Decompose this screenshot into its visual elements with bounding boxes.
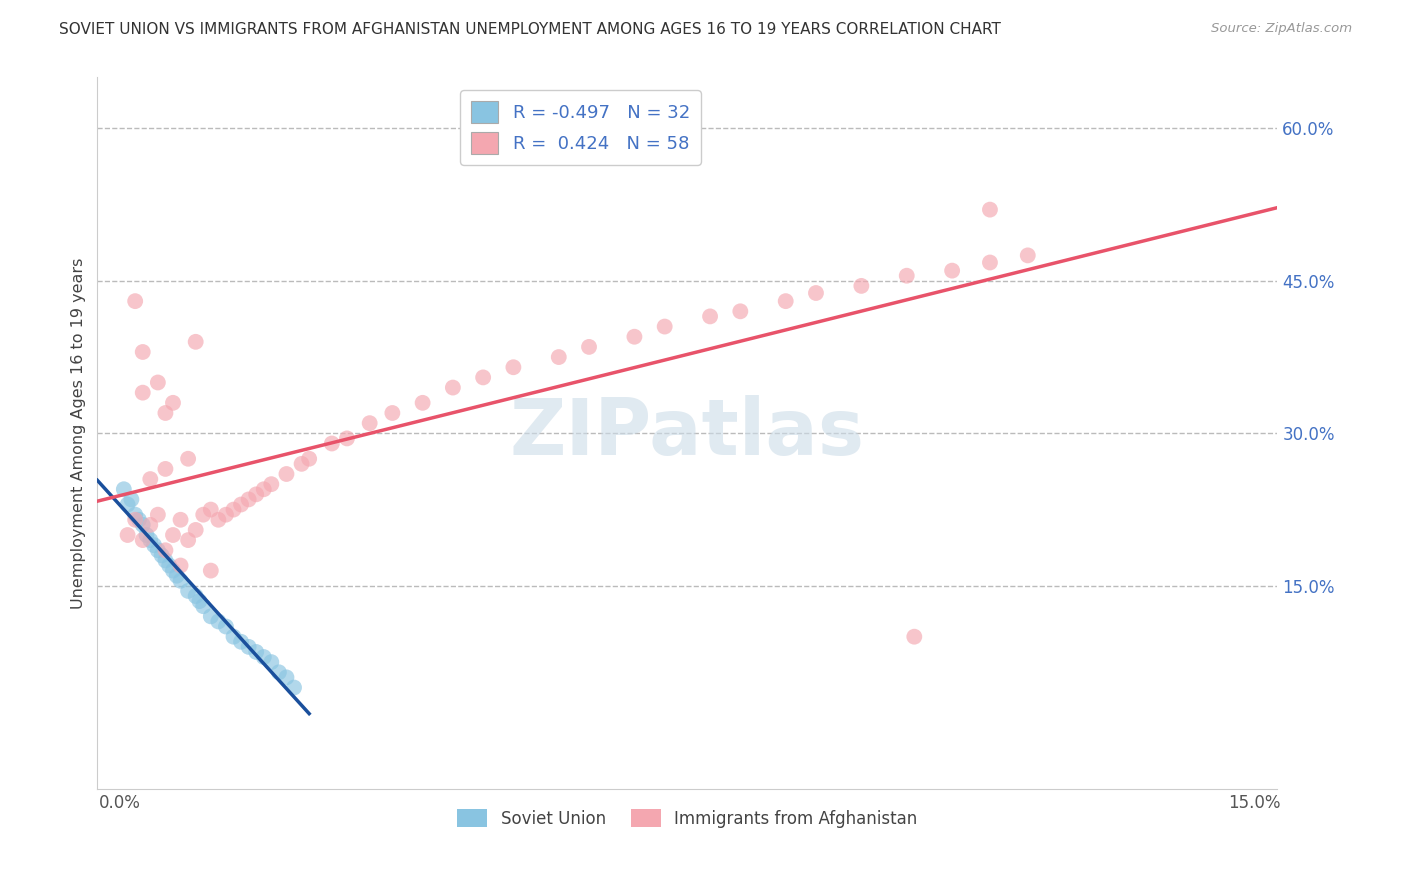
Point [979,255,1001,269]
Point [472,370,495,384]
Point [730,304,752,318]
Point [184,589,207,603]
Point [775,294,797,309]
Point [150,549,173,563]
Point [260,655,283,669]
Point [169,558,191,573]
Point [229,634,252,648]
Point [135,528,157,542]
Point [941,263,963,277]
Point [132,533,155,547]
Point [139,533,162,547]
Point [253,650,276,665]
Point [143,538,166,552]
Point [441,380,464,394]
Point [979,202,1001,217]
Point [245,645,267,659]
Point [155,462,177,476]
Point [193,599,215,614]
Point [146,508,169,522]
Y-axis label: Unemployment Among Ages 16 to 19 years: Unemployment Among Ages 16 to 19 years [72,258,86,609]
Point [903,630,925,644]
Point [381,406,404,420]
Point [207,513,229,527]
Point [184,523,207,537]
Point [291,457,314,471]
Point [132,517,155,532]
Point [276,670,298,684]
Point [245,487,267,501]
Legend: Soviet Union, Immigrants from Afghanistan: Soviet Union, Immigrants from Afghanista… [451,803,924,834]
Point [276,467,298,481]
Point [851,279,873,293]
Point [112,482,135,496]
Point [578,340,600,354]
Point [132,385,155,400]
Point [215,508,238,522]
Point [215,619,238,633]
Point [193,508,215,522]
Point [260,477,283,491]
Point [155,543,177,558]
Point [177,451,200,466]
Point [654,319,676,334]
Point [157,558,180,573]
Point [155,553,177,567]
Point [267,665,290,680]
Point [146,376,169,390]
Point [184,334,207,349]
Point [120,492,142,507]
Point [128,513,150,527]
Point [146,543,169,558]
Point [502,360,524,375]
Point [177,583,200,598]
Point [188,594,211,608]
Point [139,517,162,532]
Point [155,406,177,420]
Point [139,472,162,486]
Point [359,416,381,430]
Point [117,528,139,542]
Point [162,396,184,410]
Text: Source: ZipAtlas.com: Source: ZipAtlas.com [1212,22,1353,36]
Point [321,436,343,450]
Point [132,345,155,359]
Point [177,533,200,547]
Point [1017,248,1039,262]
Text: SOVIET UNION VS IMMIGRANTS FROM AFGHANISTAN UNEMPLOYMENT AMONG AGES 16 TO 19 YEA: SOVIET UNION VS IMMIGRANTS FROM AFGHANIS… [59,22,1001,37]
Point [169,574,191,588]
Point [253,482,276,496]
Point [124,508,146,522]
Point [804,285,827,300]
Point [336,431,359,445]
Point [699,310,721,324]
Point [166,568,188,582]
Point [238,640,260,654]
Point [117,498,139,512]
Point [238,492,260,507]
Point [162,528,184,542]
Point [283,681,305,695]
Point [207,615,229,629]
Point [222,630,245,644]
Point [200,609,222,624]
Point [896,268,918,283]
Text: ZIPatlas: ZIPatlas [510,395,865,471]
Point [222,502,245,516]
Point [124,513,146,527]
Point [229,498,252,512]
Point [200,502,222,516]
Point [412,396,434,410]
Point [547,350,569,364]
Point [169,513,191,527]
Point [200,564,222,578]
Point [162,564,184,578]
Point [298,451,321,466]
Point [124,294,146,309]
Point [623,330,645,344]
